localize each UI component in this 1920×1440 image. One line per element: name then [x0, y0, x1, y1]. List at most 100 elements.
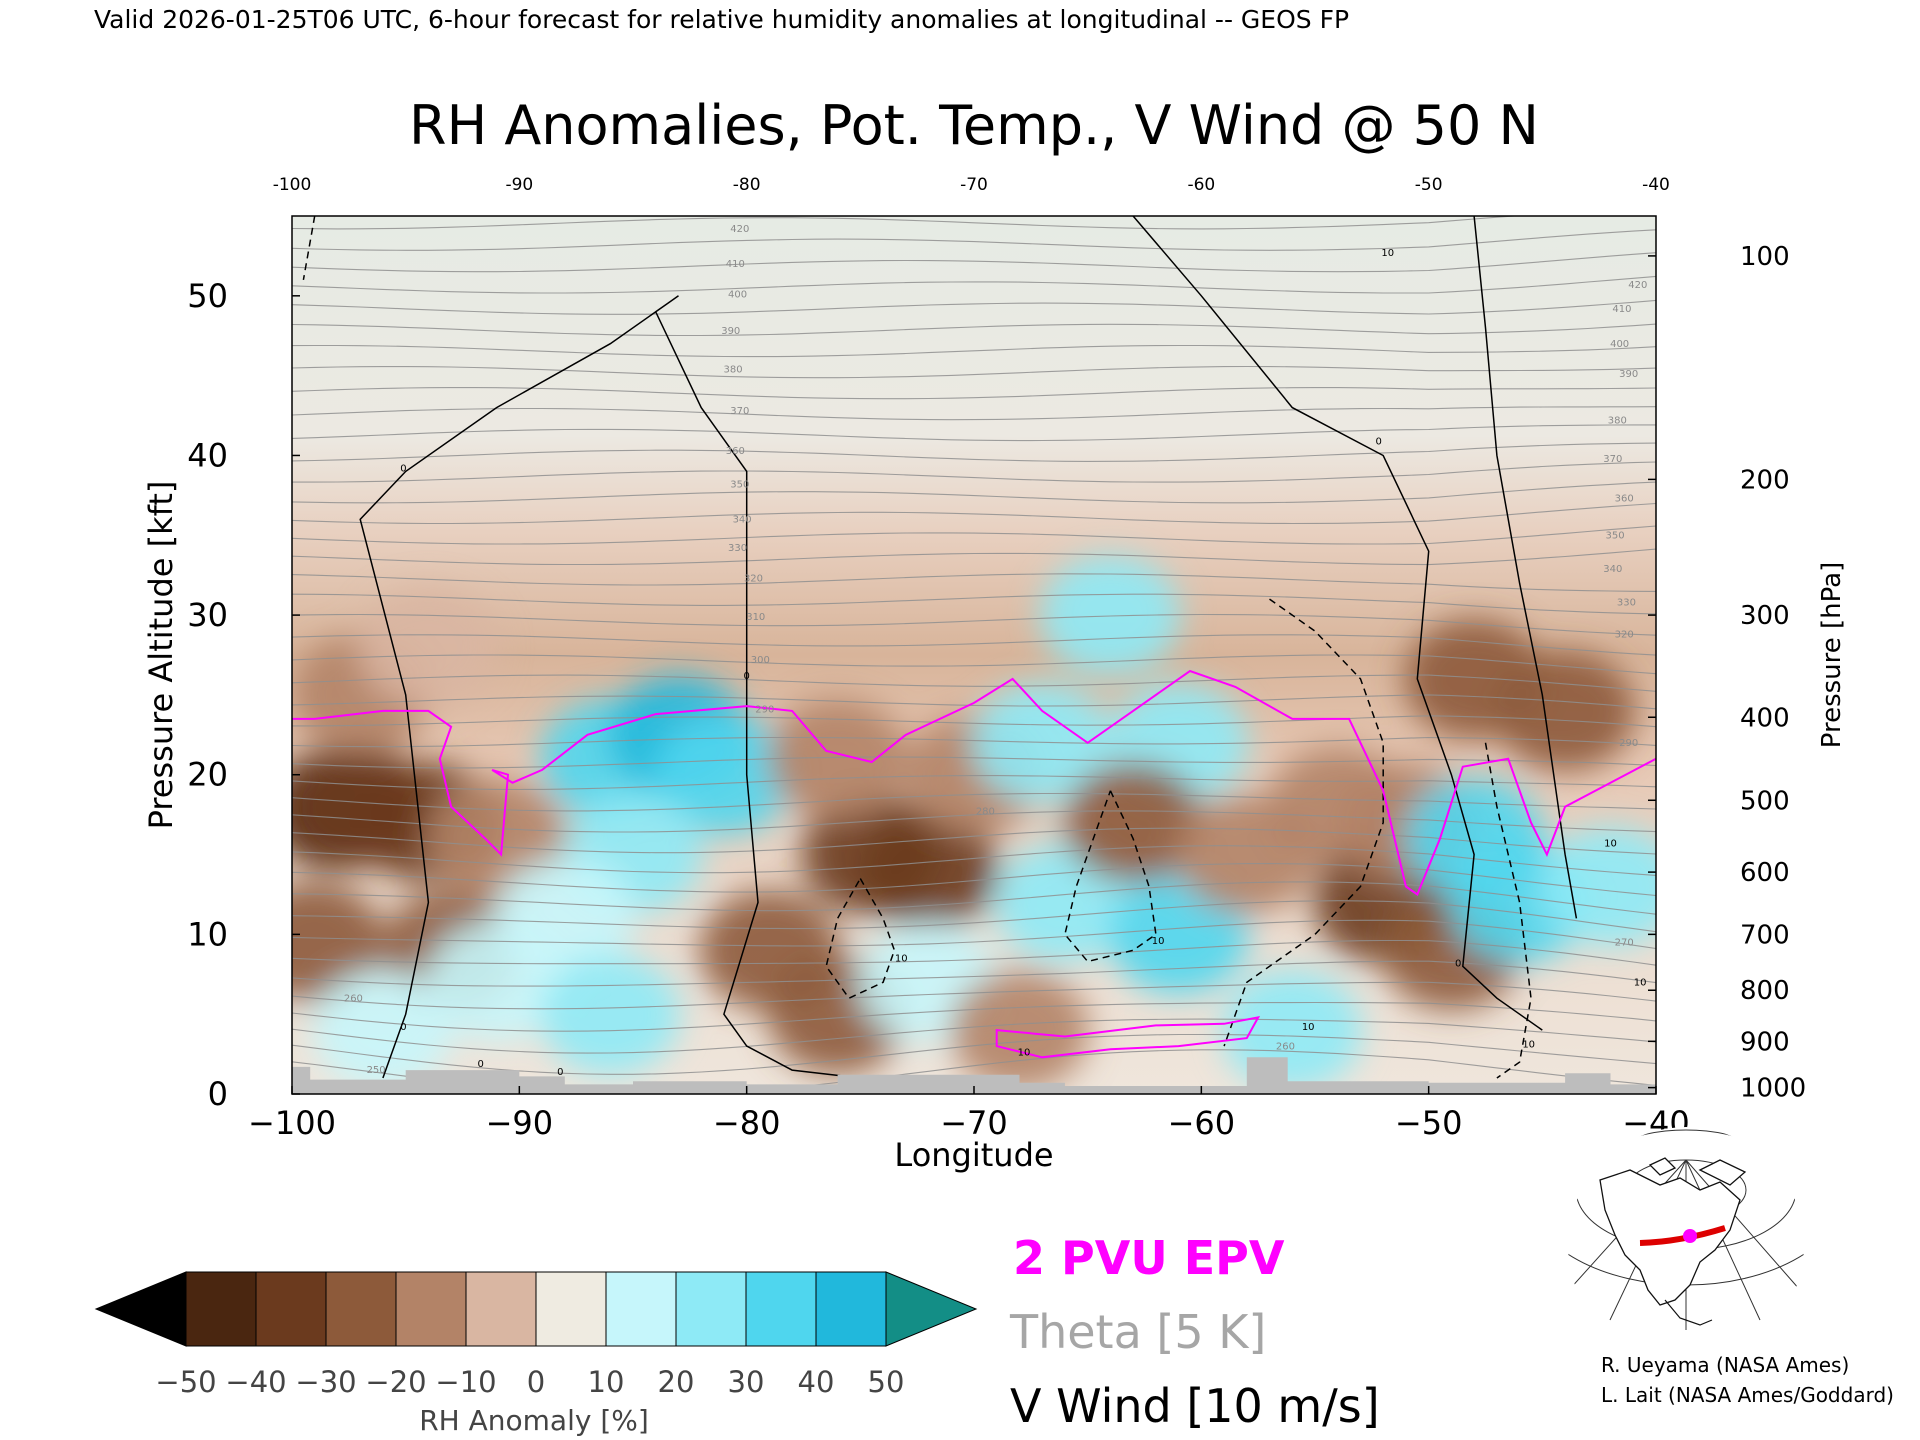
theta-line: [292, 845, 1656, 876]
colorbar-arrow-high: [885, 1271, 978, 1347]
x-tick-label: −70: [940, 1104, 1008, 1142]
rh-blob: [767, 698, 908, 819]
y2-tick-label: 100: [1740, 242, 1790, 272]
colorbar-arrow-low: [94, 1271, 187, 1347]
theta-label: 420: [730, 224, 749, 235]
theta-line: [292, 919, 1656, 950]
theta-line: [292, 424, 1656, 442]
credit-line-1: R. Ueyama (NASA Ames): [1601, 1353, 1849, 1377]
rh-blob: [1540, 826, 1656, 947]
rh-blob: [1040, 555, 1181, 676]
theta-line: [292, 881, 1656, 915]
x-tick-label: −60: [1168, 1104, 1236, 1142]
legend-theta: Theta [5 K]: [1009, 1305, 1266, 1359]
x-tick-label: −100: [248, 1104, 336, 1142]
theta-label: 280: [976, 807, 995, 818]
theta-line: [292, 442, 1656, 462]
theta-label: 390: [721, 326, 740, 337]
wind-label: 10: [1152, 936, 1165, 947]
theta-label: 380: [1608, 416, 1627, 427]
y2-tick-label: 900: [1740, 1027, 1790, 1057]
rh-blob: [1495, 650, 1636, 771]
theta-label: 350: [730, 479, 749, 490]
theta-line: [292, 654, 1656, 675]
theta-label: 300: [751, 655, 770, 666]
theta-line: [292, 613, 1656, 636]
theta-label: 260: [1276, 1041, 1295, 1052]
y-axis-right: 100 200 300 400 500 600 700 800 900 1000: [1648, 242, 1806, 1104]
y-tick-label: 10: [187, 915, 228, 953]
theta-line: [292, 365, 1656, 379]
theta-line: [292, 548, 1656, 566]
wind-label: 0: [1375, 436, 1381, 447]
theta-line: [292, 674, 1656, 692]
rh-blob: [358, 587, 499, 708]
colorbar-tick-label: 0: [527, 1365, 545, 1399]
theta-line: [292, 960, 1656, 987]
colorbar-tick-label: 30: [728, 1365, 765, 1399]
theta-label: 350: [1606, 530, 1625, 541]
theta-label: 410: [726, 259, 745, 270]
y2-tick-label: 500: [1740, 786, 1790, 816]
wind-label: 0: [477, 1059, 483, 1070]
x-tick-label: −80: [713, 1104, 781, 1142]
y2-tick-label: 300: [1740, 601, 1790, 631]
wind-label: 10: [1522, 1040, 1535, 1051]
rh-blob: [949, 970, 1090, 1091]
theta-line: [292, 634, 1656, 656]
v-wind-line: [1484, 742, 1532, 1079]
v-wind-line: [1223, 598, 1384, 1047]
y-tick-label: 50: [187, 277, 228, 315]
x-top-tick-label: -70: [960, 175, 988, 195]
colorbar-tick-label: −40: [225, 1365, 286, 1399]
theta-label: 330: [1617, 598, 1636, 609]
cross-section-track: [1639, 1225, 1726, 1246]
theta-label: 360: [1615, 494, 1634, 505]
epv-line: [995, 1016, 1261, 1059]
theta-label: 400: [728, 289, 747, 300]
theta-contours: [292, 216, 1656, 1094]
y-axis-left: 0 10 20 30 40 50: [187, 277, 300, 1113]
wind-label: 10: [1302, 1022, 1315, 1033]
rh-blob: [426, 922, 567, 1043]
y2-tick-label: 1000: [1740, 1074, 1806, 1104]
colorbar-bin: [535, 1271, 607, 1347]
theta-line: [292, 502, 1656, 525]
x-axis: −100 −90 −80 −70 −60 −50 −40: [248, 1086, 1690, 1142]
theta-line: [292, 981, 1656, 1010]
colorbar-tick-label: 10: [588, 1365, 625, 1399]
theta-line: [292, 593, 1656, 615]
colorbar-tick-label: −50: [155, 1365, 216, 1399]
theta-line: [292, 406, 1656, 421]
theta-line: [292, 481, 1656, 504]
theta-line: [292, 216, 1522, 230]
location-map-inset: [1560, 1127, 1804, 1363]
map-globe: [1568, 1127, 1804, 1363]
v-wind-line: [359, 295, 861, 1079]
y2-axis-label: Pressure [hPa]: [1817, 562, 1847, 749]
theta-line: [292, 252, 1656, 273]
theta-line: [292, 863, 1656, 897]
theta-label: 270: [1615, 938, 1634, 949]
y-tick-label: 40: [187, 436, 228, 474]
wind-label: 10: [895, 954, 908, 965]
chart-title: RH Anomalies, Pot. Temp., V Wind @ 50 N: [409, 94, 1539, 157]
colorbar-bin: [815, 1271, 887, 1347]
x-axis-top: -100 -90 -80 -70 -60 -50 -40: [273, 175, 1670, 195]
rh-blob: [312, 970, 453, 1091]
x-top-tick-label: -90: [505, 175, 533, 195]
colorbar-tick-label: 50: [868, 1365, 905, 1399]
y-tick-label: 0: [208, 1075, 228, 1113]
theta-line: [292, 299, 1656, 315]
credit-line-2: L. Lait (NASA Ames/Goddard): [1601, 1383, 1894, 1407]
v-wind-line: [825, 878, 896, 1000]
x-top-tick-label: -60: [1187, 175, 1215, 195]
legend-vwind: V Wind [10 m/s]: [1010, 1379, 1380, 1433]
theta-label: 290: [755, 704, 774, 715]
theta-line: [292, 573, 1656, 592]
rh-blob: [1063, 762, 1204, 883]
y2-tick-label: 700: [1740, 920, 1790, 950]
theta-label: 380: [723, 364, 742, 375]
x-top-tick-label: -50: [1415, 175, 1443, 195]
